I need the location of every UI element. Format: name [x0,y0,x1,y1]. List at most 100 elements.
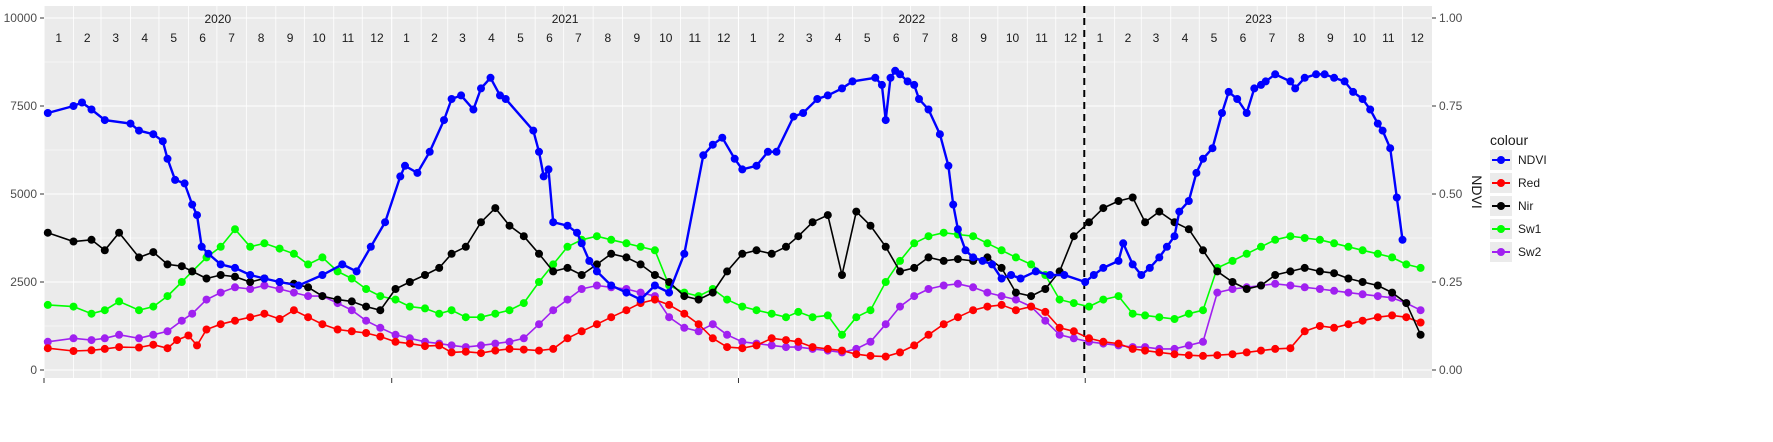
data-point [549,260,558,269]
data-point [881,320,890,329]
data-point [607,313,616,322]
data-point [421,342,429,351]
month-label: 10 [659,31,673,45]
data-point [163,154,172,163]
data-point [1199,337,1207,346]
data-point [477,313,485,322]
data-point [636,260,645,269]
data-point [421,304,429,313]
data-point [718,133,727,142]
data-point [969,306,978,315]
data-point [563,221,572,230]
month-label: 6 [1240,31,1247,45]
data-point [1175,207,1184,216]
data-point [491,339,500,348]
data-point [405,302,414,311]
month-label: 3 [112,31,119,45]
data-point [1386,144,1395,153]
y-tick-label: 10000 [4,11,38,25]
data-point [1286,232,1295,241]
data-point [1315,322,1324,330]
data-point [1141,311,1150,320]
data-point [910,292,919,301]
legend-key-point [1497,179,1505,187]
data-point [988,260,997,269]
data-point [1218,109,1226,117]
data-point [577,285,586,293]
data-point [636,242,645,251]
data-point [573,228,581,237]
month-label: 1 [750,31,757,45]
month-label: 6 [199,31,206,45]
month-label: 8 [258,31,265,45]
data-point [1041,285,1050,293]
data-point [405,278,414,286]
data-point [347,306,356,315]
data-point [1233,95,1242,103]
data-point [1114,292,1123,301]
data-point [202,274,211,283]
month-label: 5 [864,31,871,45]
data-point [665,313,674,322]
data-point [477,218,485,227]
data-point [592,320,601,329]
month-label: 5 [1211,31,1218,45]
data-point [87,336,96,345]
data-point [1366,105,1375,114]
data-point [782,343,790,352]
data-point [231,225,239,234]
year-label: 2021 [552,12,579,26]
month-label: 1 [403,31,410,45]
month-label: 1 [55,31,62,45]
data-point [1137,271,1146,279]
data-point [983,302,992,311]
data-point [435,341,444,350]
month-label: 4 [488,31,495,45]
data-point [163,292,172,301]
data-point [1330,239,1339,248]
data-point [1208,144,1217,153]
month-label: 8 [605,31,612,45]
data-point [1402,260,1411,269]
data-point [461,313,470,322]
data-point [1312,70,1321,79]
data-point [231,316,239,325]
data-point [763,147,772,156]
data-point [896,267,904,276]
data-point [87,235,96,244]
data-point [1027,302,1036,311]
data-point [738,302,747,311]
data-point [1007,271,1016,279]
data-point [767,334,776,343]
data-point [752,341,761,350]
data-point [577,271,586,279]
month-label: 1 [1097,31,1104,45]
data-point [135,253,143,262]
data-point [866,337,875,346]
data-point [939,228,948,237]
legend-label: Sw1 [1518,222,1542,236]
data-point [149,330,158,339]
data-point [216,320,225,329]
data-point [193,211,201,220]
data-point [69,334,78,343]
data-point [1085,218,1093,227]
data-point [577,239,586,248]
data-point [723,295,732,304]
month-label: 9 [287,31,294,45]
data-point [1011,306,1020,315]
month-label: 2 [778,31,785,45]
data-point [708,288,717,297]
data-point [100,344,109,353]
data-point [405,339,414,348]
data-point [1128,260,1137,269]
data-point [376,332,385,341]
data-point [866,221,875,230]
data-point [401,161,409,170]
data-point [1099,204,1108,213]
data-point [304,283,313,292]
data-point [1349,87,1358,96]
data-point [896,348,904,357]
legend-label: Nir [1518,199,1533,213]
data-point [1228,256,1237,265]
